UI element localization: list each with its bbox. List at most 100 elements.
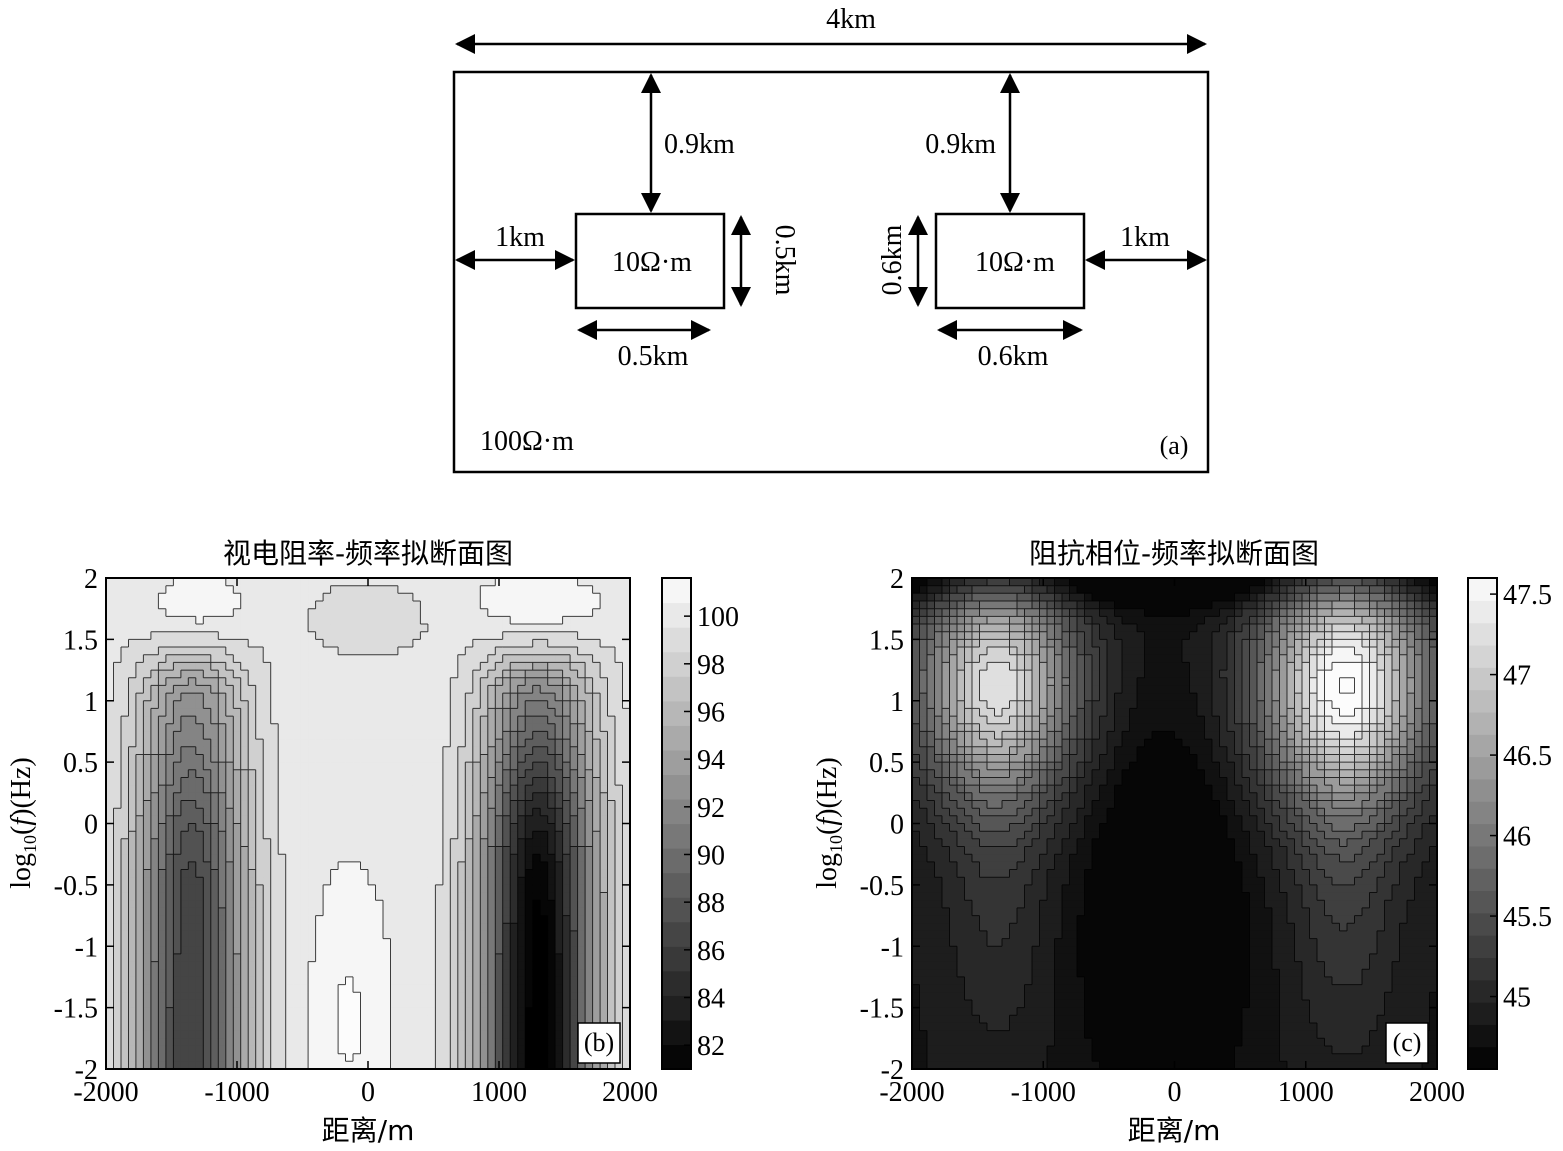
heat-cell — [949, 1038, 958, 1047]
heat-cell — [203, 754, 212, 763]
heat-cell — [912, 823, 921, 832]
heat-cell — [405, 777, 414, 786]
heat-cell — [592, 800, 601, 809]
heat-cell — [285, 1022, 294, 1032]
heat-cell — [255, 953, 264, 963]
heat-cell — [585, 677, 594, 686]
heat-cell — [957, 593, 966, 602]
heat-cell — [622, 808, 630, 817]
heat-cell — [412, 1015, 421, 1024]
heat-cell — [540, 969, 549, 978]
heat-cell — [210, 961, 219, 970]
heat-cell — [218, 877, 227, 886]
heat-cell — [203, 800, 212, 809]
heat-cell — [487, 608, 496, 617]
heat-cell — [375, 716, 384, 725]
heat-cell — [495, 1038, 504, 1047]
heat-cell — [442, 969, 451, 978]
heat-cell — [427, 746, 436, 756]
heat-cell — [240, 815, 249, 825]
heat-cell — [562, 700, 571, 710]
heat-cell — [949, 585, 958, 594]
heat-cell — [360, 578, 369, 587]
heat-cell — [487, 992, 496, 1001]
heat-cell — [135, 1022, 145, 1032]
heat-cell — [555, 1030, 564, 1039]
heat-cell — [405, 693, 414, 702]
heat-cell — [165, 1053, 174, 1062]
heat-cell — [300, 815, 309, 825]
heat-cell — [927, 631, 936, 640]
heat-cell — [435, 946, 444, 955]
heat-cell — [308, 608, 317, 617]
heat-cell — [113, 601, 122, 610]
heat-cell — [577, 700, 586, 710]
heat-cell — [285, 601, 294, 610]
heat-cell — [912, 892, 921, 901]
heat-cell — [106, 662, 115, 671]
heat-cell — [330, 961, 339, 970]
heat-cell — [547, 1045, 556, 1055]
heat-cell — [285, 739, 294, 748]
colorbar-band — [662, 1019, 691, 1046]
heat-cell — [353, 892, 362, 901]
heat-cell — [360, 670, 369, 679]
heat-cell — [510, 854, 519, 863]
heat-cell — [225, 915, 234, 924]
heat-cell — [502, 662, 511, 671]
heat-cell — [622, 662, 630, 671]
heat-cell — [450, 800, 459, 809]
heat-cell — [570, 800, 579, 809]
heat-cell — [942, 639, 951, 648]
heat-cell — [927, 1038, 936, 1047]
heat-cell — [255, 923, 264, 932]
heat-cell — [927, 869, 936, 878]
heat-cell — [345, 1045, 354, 1055]
heat-cell — [128, 1022, 137, 1032]
heat-cell — [203, 838, 212, 848]
heat-cell — [442, 739, 451, 748]
heat-cell — [547, 746, 556, 756]
heat-cell — [547, 723, 556, 733]
heat-cell — [562, 869, 571, 878]
heat-cell — [585, 946, 594, 955]
heat-cell — [450, 1061, 459, 1069]
heat-cell — [510, 831, 519, 840]
heat-cell — [150, 984, 159, 993]
heat-cell — [450, 723, 459, 733]
heat-cell — [942, 800, 951, 809]
heat-cell — [285, 1061, 294, 1069]
heat-cell — [585, 639, 594, 648]
heat-cell — [927, 601, 936, 610]
heat-cell — [300, 616, 309, 625]
heat-cell — [203, 976, 212, 986]
heat-cell — [113, 800, 122, 809]
heat-cell — [315, 800, 324, 809]
heat-cell — [233, 792, 242, 802]
heat-cell — [106, 739, 115, 748]
heat-cell — [375, 708, 384, 717]
heat-cell — [165, 992, 174, 1001]
heat-cell — [487, 616, 496, 625]
heat-cell — [233, 869, 242, 878]
heat-cell — [442, 1061, 451, 1069]
heat-cell — [240, 915, 249, 924]
heat-cell — [532, 808, 541, 817]
heat-cell — [353, 861, 362, 871]
heat-cell — [435, 677, 444, 686]
heat-cell — [240, 777, 249, 786]
chart-b-xlabel: 距离/m — [322, 1114, 415, 1147]
heat-cell — [353, 608, 362, 617]
heat-cell — [330, 785, 339, 794]
heat-cell — [577, 869, 586, 878]
heat-cell — [562, 731, 571, 740]
heat-cell — [360, 808, 369, 817]
heat-cell — [248, 831, 257, 840]
heat-cell — [577, 976, 586, 986]
heat-cell — [435, 1061, 444, 1069]
heat-cell — [300, 593, 309, 602]
heat-cell — [532, 861, 541, 871]
heat-cell — [942, 654, 951, 663]
heat-cell — [315, 754, 324, 763]
heat-cell — [188, 930, 197, 940]
